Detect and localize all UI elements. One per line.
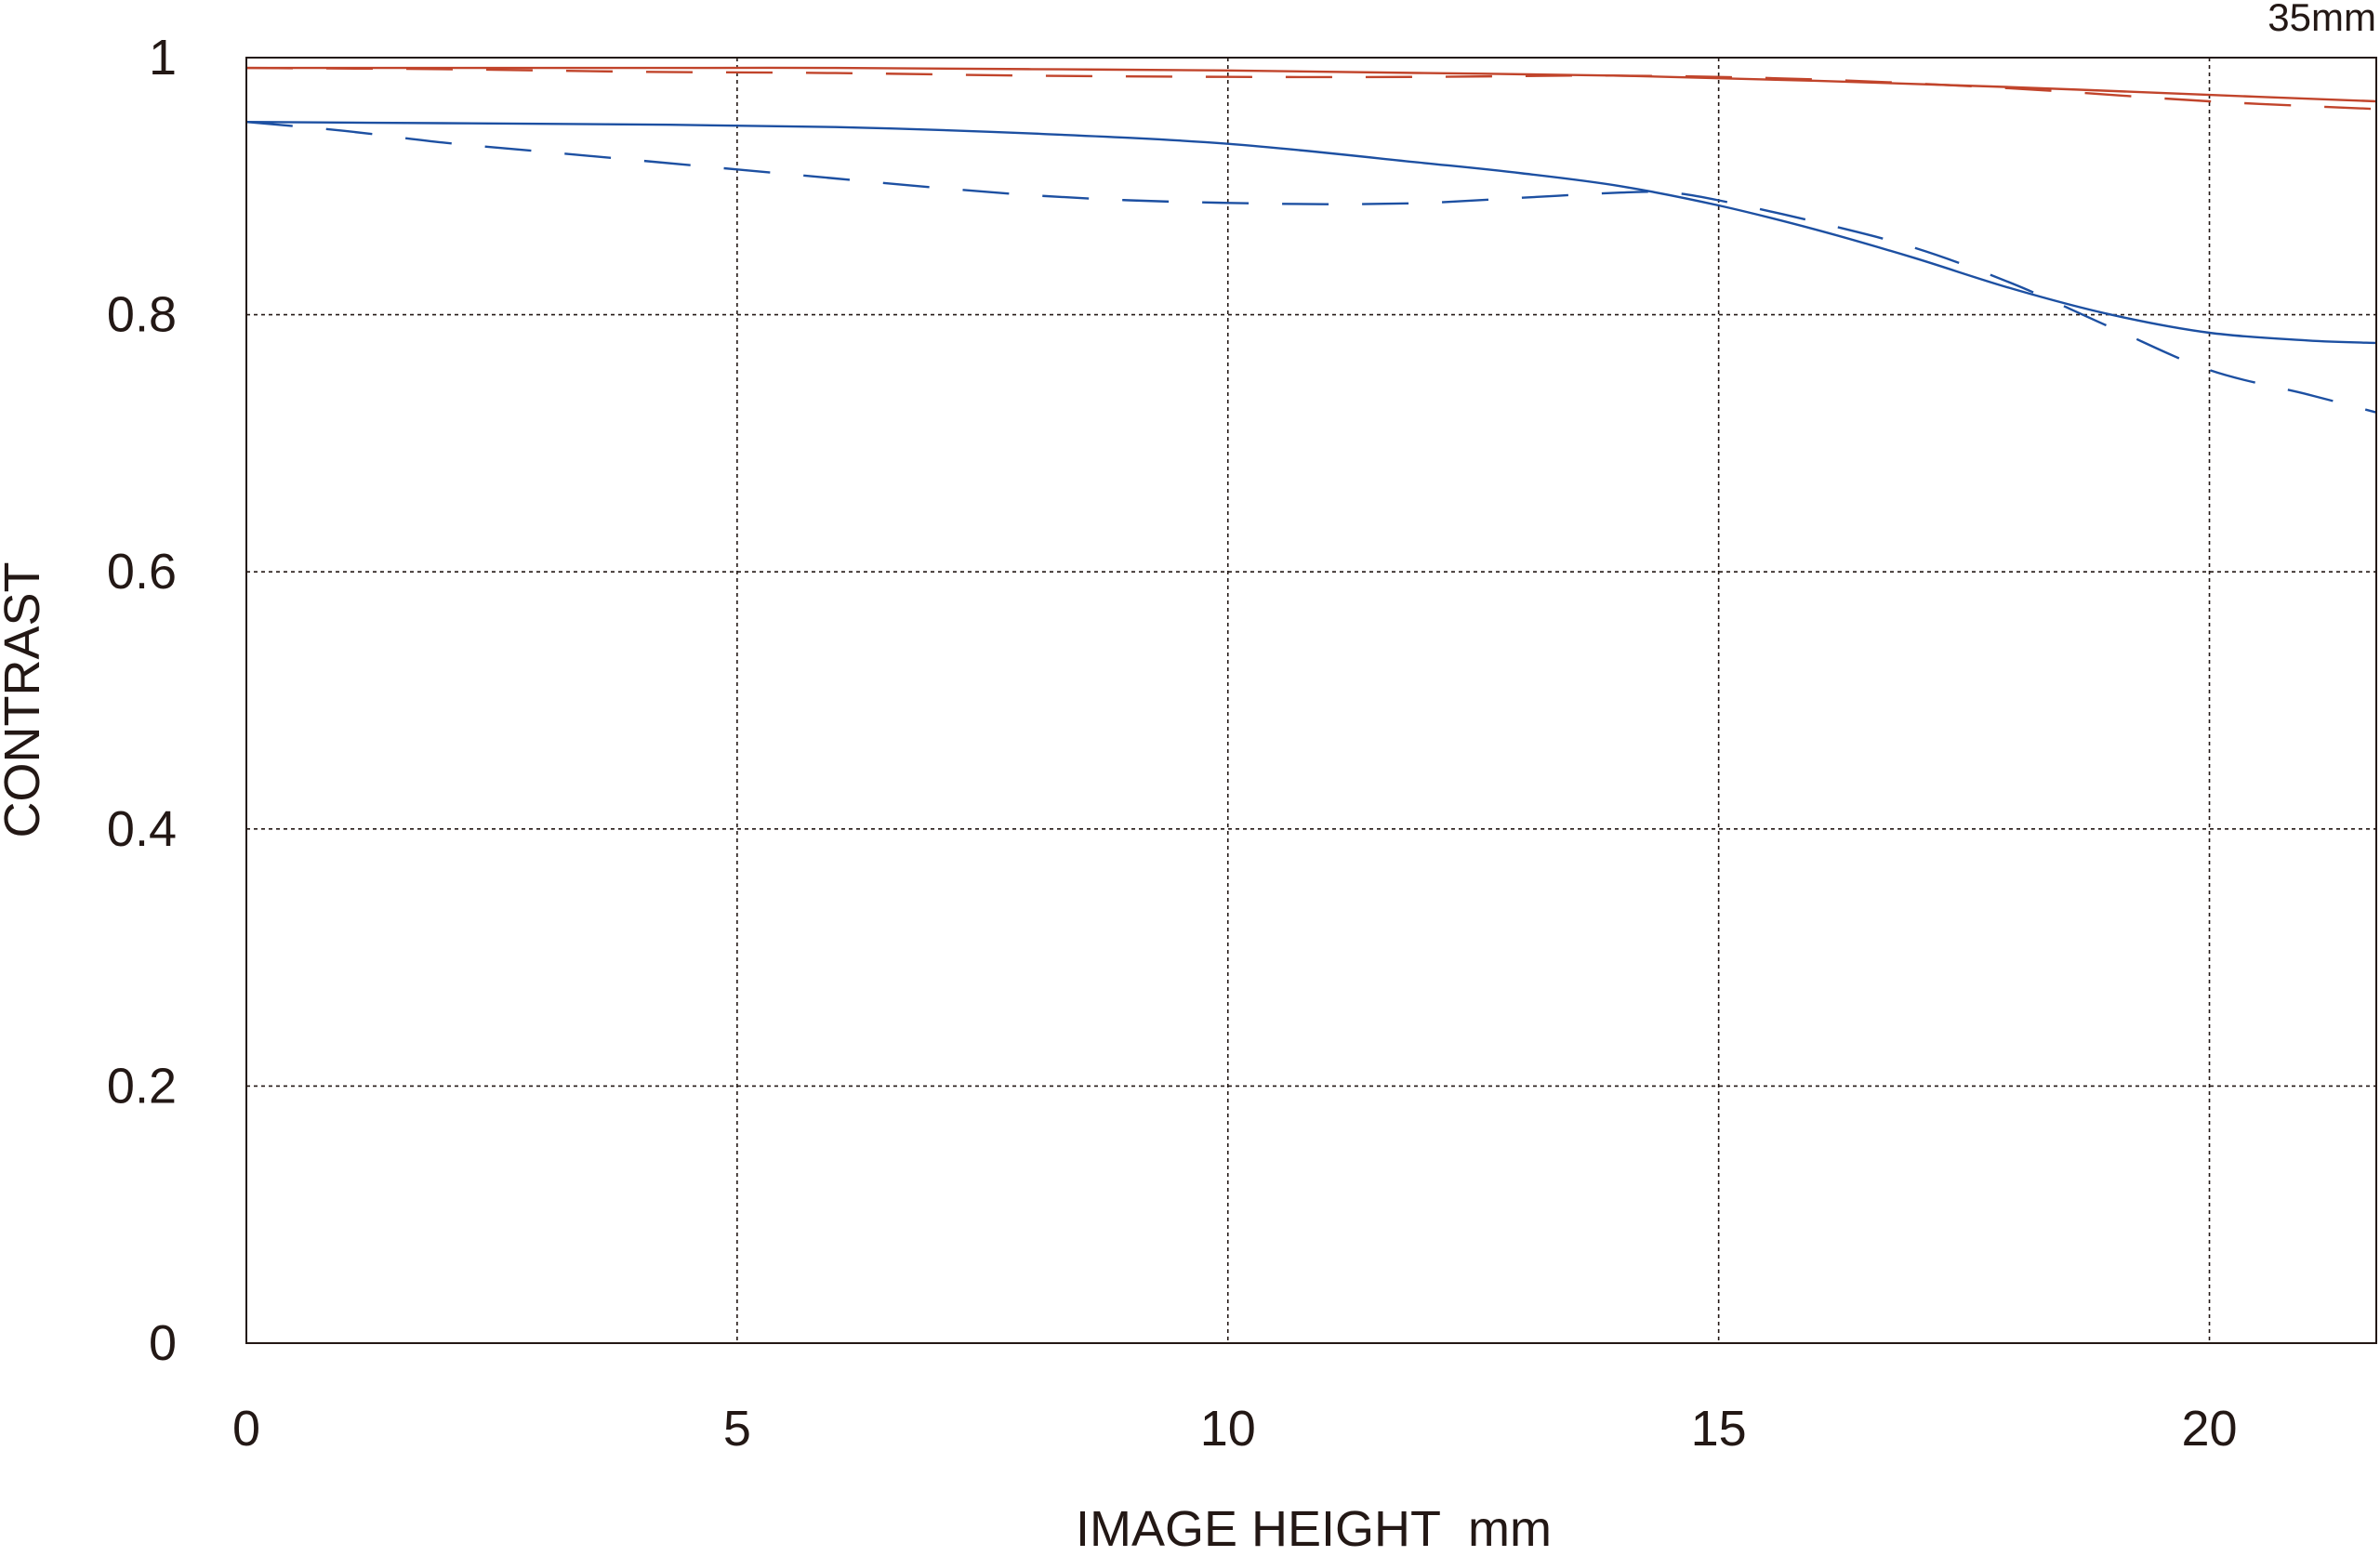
x-tick-label-2: 10 — [1200, 1401, 1256, 1457]
x-tick-label-3: 15 — [1691, 1401, 1747, 1457]
series-line-3 — [245, 121, 2377, 414]
series-line-2 — [245, 121, 2377, 345]
chart-title: 35mm — [2268, 0, 2376, 39]
x-tick-label-0: 0 — [232, 1401, 260, 1457]
y-axis-label: CONTRAST — [0, 562, 50, 838]
y-tick-label-5: 1 — [149, 30, 177, 86]
x-tick-label-4: 20 — [2181, 1401, 2237, 1457]
y-tick-label-2: 0.4 — [107, 801, 177, 857]
y-tick-label-0: 0 — [149, 1315, 177, 1371]
tick-labels: 0 5 10 15 20 0 0.2 0.4 0.6 0.8 1 — [107, 30, 2238, 1457]
y-tick-label-1: 0.2 — [107, 1058, 177, 1114]
y-tick-label-4: 0.8 — [107, 287, 177, 343]
series-lines — [245, 66, 2377, 414]
y-tick-label-3: 0.6 — [107, 544, 177, 600]
series-line-1 — [245, 66, 2377, 111]
x-tick-label-1: 5 — [723, 1401, 751, 1457]
series-line-0 — [246, 66, 2377, 103]
grid-lines — [246, 58, 2376, 1343]
plot-frame — [245, 57, 2377, 1344]
x-axis-label: IMAGE HEIGHT mm — [1076, 1501, 1552, 1551]
